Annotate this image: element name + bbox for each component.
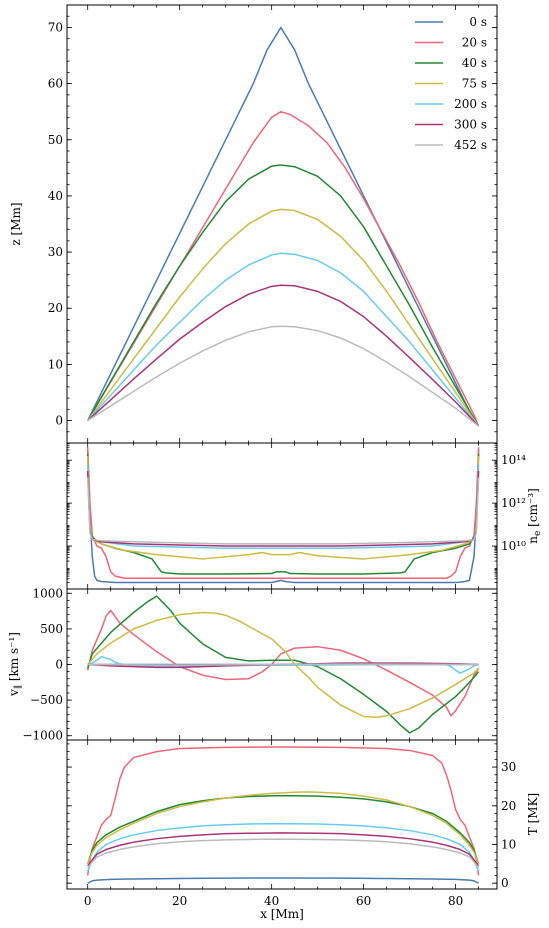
legend-label: 200 s <box>454 97 487 111</box>
y-tick-label: −1000 <box>22 729 63 743</box>
panel-z-ylabel: z [Mm] <box>9 202 23 245</box>
x-tick-label: 40 <box>264 894 279 908</box>
x-tick-label: 60 <box>356 894 371 908</box>
series-line-75s <box>87 791 480 865</box>
y-tick-label: 0 <box>55 414 63 428</box>
panel-ne-ylabel-main: n <box>526 536 540 544</box>
panel-v-ticks: −1000 −500 0 500 1000 <box>22 586 497 743</box>
series-line-452s <box>87 325 480 427</box>
series-line-0s <box>87 877 479 884</box>
legend-label: 300 s <box>454 118 487 132</box>
y-tick-label: 0 <box>501 876 509 890</box>
legend-label: 452 s <box>454 138 487 152</box>
series-line-452s <box>86 477 480 545</box>
series-line-40s <box>86 794 480 865</box>
series-line-20s <box>87 110 480 427</box>
panel-T-ylabel: T [MK] <box>526 793 540 835</box>
x-tick-label: 20 <box>172 894 187 908</box>
y-tick-label: 70 <box>48 20 63 34</box>
series-line-75s <box>86 455 480 560</box>
panel-z: 0 10 20 30 40 50 60 70 z [Mm] 0 s 20 s 40 s 75 s 20… <box>9 4 498 444</box>
legend: 0 s 20 s 40 s 75 s 200 s 300 s 452 s <box>415 15 487 152</box>
panel-ne-ylabel: ne [cm⁻³] <box>526 488 543 544</box>
y-tick-label: 30 <box>501 760 516 774</box>
panel-T-ticks: 0 20 40 60 80 0 10 20 30 <box>67 740 516 908</box>
panel-ne-ylabel-unit: [cm⁻³] <box>526 488 540 527</box>
y-tick-label: 1000 <box>32 586 63 600</box>
panel-T: 0 20 40 60 80 0 10 20 30 T [MK] x [Mm] <box>66 739 540 921</box>
series-line-452s <box>87 838 480 869</box>
panel-v-ylabel-unit: [km s⁻¹] <box>7 632 21 681</box>
y-tick-label: −500 <box>30 693 63 707</box>
panel-T-frame <box>66 739 498 890</box>
series-line-0s <box>87 26 480 427</box>
y-tick-label: 10¹² <box>501 496 526 510</box>
y-tick-label: 20 <box>48 301 63 315</box>
series-line-75s <box>87 611 480 718</box>
legend-label: 40 s <box>462 56 487 70</box>
x-tick-label: 0 <box>84 894 92 908</box>
y-tick-label: 30 <box>48 245 63 259</box>
legend-label: 0 s <box>469 15 487 29</box>
series-line-300s <box>87 832 480 867</box>
series-line-200s <box>87 252 480 427</box>
series-line-40s <box>86 595 480 734</box>
series-line-0s <box>86 449 480 584</box>
series-line-20s <box>86 447 480 580</box>
x-tick-label: 80 <box>448 894 463 908</box>
legend-label: 75 s <box>462 77 487 91</box>
panel-T-series <box>86 746 480 884</box>
panel-v: −1000 −500 0 500 1000 v∥ [km s⁻¹] <box>7 586 498 743</box>
panel-ne-series <box>86 447 480 584</box>
y-tick-label: 10¹⁰ <box>501 539 526 553</box>
series-line-300s <box>87 284 480 427</box>
panel-v-ylabel-main: v <box>7 689 21 697</box>
series-line-75s <box>87 208 480 427</box>
panel-z-series <box>87 26 480 427</box>
y-tick-label: 0 <box>55 658 63 672</box>
panel-v-ylabel: v∥ [km s⁻¹] <box>7 632 24 697</box>
y-tick-label: 20 <box>501 799 516 813</box>
panel-ne-ylabel-sub: e <box>533 531 543 536</box>
y-tick-label: 60 <box>48 77 63 91</box>
series-line-20s <box>86 609 480 717</box>
y-tick-label: 10 <box>501 837 516 851</box>
panel-ne-ticks: 10¹⁰ 10¹² 10¹⁴ <box>67 443 526 589</box>
series-line-20s <box>86 746 480 876</box>
series-line-200s <box>87 822 480 872</box>
y-tick-label: 40 <box>48 189 63 203</box>
legend-label: 20 s <box>462 36 487 50</box>
series-line-452s <box>87 663 479 666</box>
y-tick-label: 10¹⁴ <box>501 453 526 467</box>
panel-v-ylabel-sub: ∥ <box>13 685 24 689</box>
y-tick-label: 10 <box>48 357 63 371</box>
panel-ne: 10¹⁰ 10¹² 10¹⁴ ne [cm⁻³] <box>66 442 543 590</box>
panel-z-ticks: 0 10 20 30 40 50 60 70 <box>48 4 497 444</box>
panel-v-series <box>86 595 480 734</box>
series-line-40s <box>87 164 480 427</box>
y-tick-label: 50 <box>48 133 63 147</box>
y-tick-label: 500 <box>40 622 63 636</box>
x-axis-label: x [Mm] <box>260 907 304 921</box>
